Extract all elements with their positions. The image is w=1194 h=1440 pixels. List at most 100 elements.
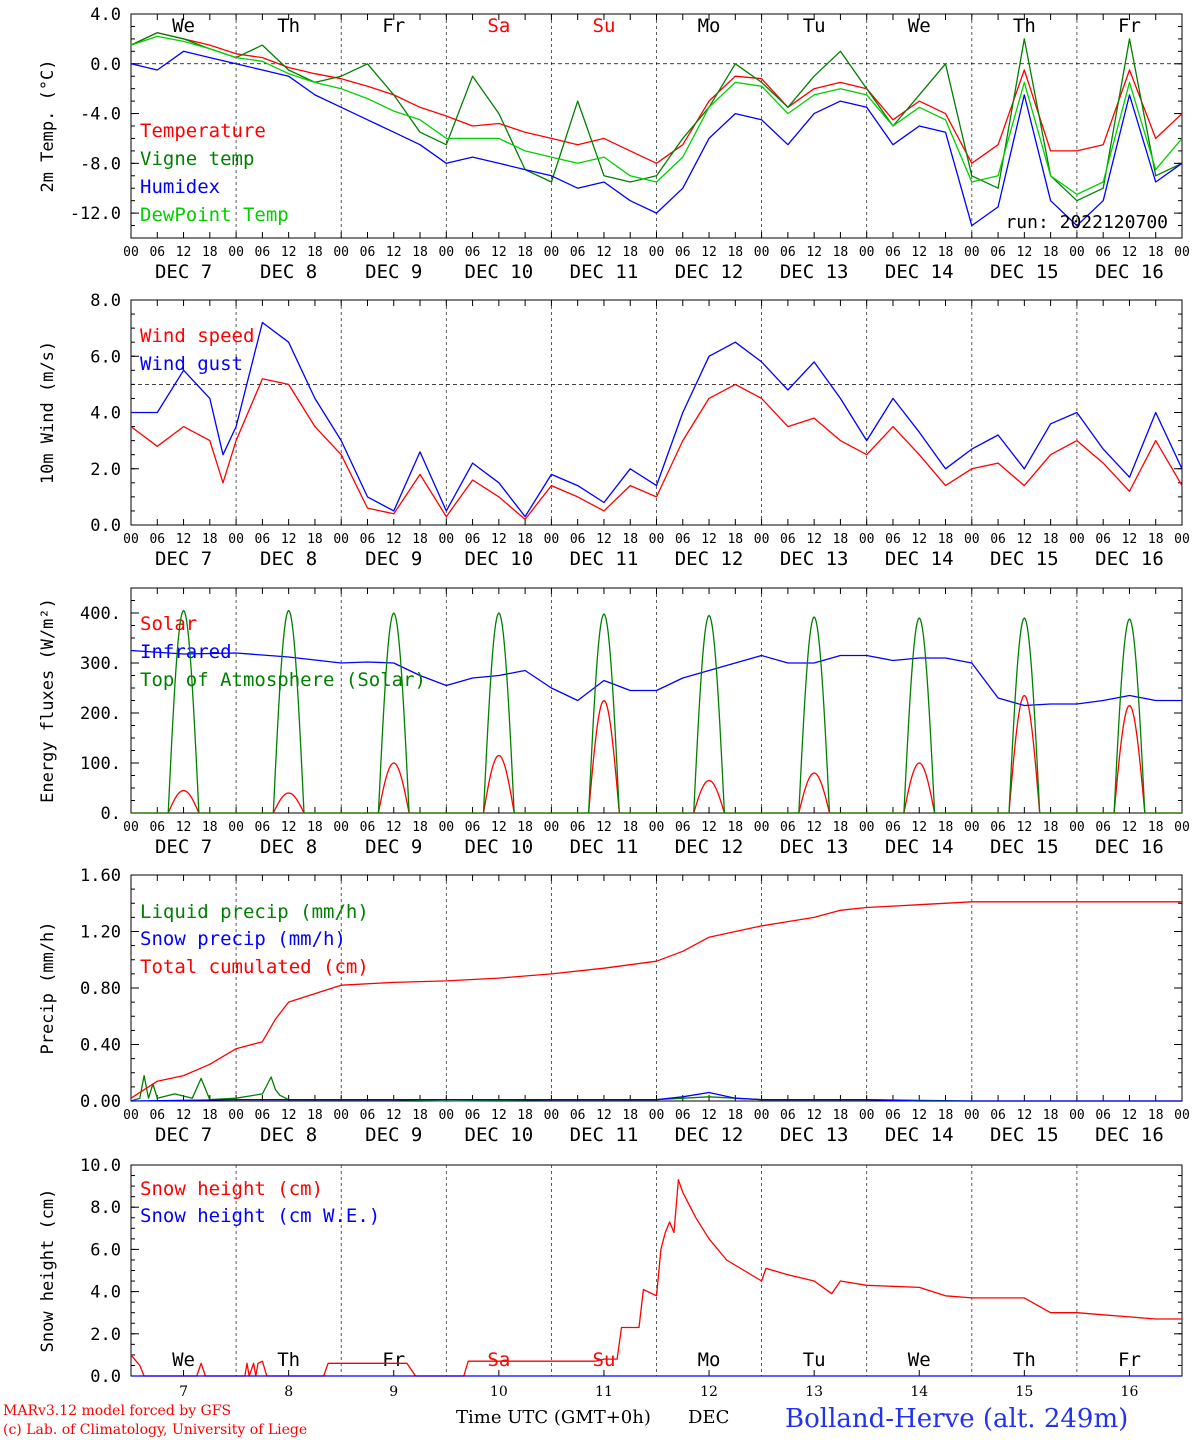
x-hour-label: 00	[754, 532, 770, 547]
x-day-number: 16	[1121, 1384, 1139, 1400]
x-hour-label: 00	[859, 1108, 875, 1123]
x-hour-label: 00	[228, 532, 244, 547]
x-hour-label: 00	[649, 532, 665, 547]
series-line-0	[131, 694, 1182, 814]
x-hour-label: 06	[149, 820, 165, 835]
y-tick-label: 4.0	[90, 5, 121, 25]
x-hour-label: 12	[386, 532, 402, 547]
x-hour-label: 12	[176, 532, 192, 547]
x-date-label: DEC 12	[675, 1124, 744, 1146]
x-hour-label: 00	[544, 245, 560, 260]
legend-entry: Humidex	[140, 176, 220, 198]
x-day-number: 8	[284, 1384, 293, 1400]
x-hour-label: 18	[1043, 245, 1059, 260]
y-tick-label: 100.	[80, 754, 121, 774]
panel-energy: 400. 300. 200. 100. 0. Energy fluxes (W/m²) 00…	[38, 587, 1190, 858]
x-hour-label: 00	[228, 245, 244, 260]
x-hour-label: 00	[754, 820, 770, 835]
x-hour-label: 00	[649, 1108, 665, 1123]
x-hour-label: 12	[806, 820, 822, 835]
x-hour-label: 18	[412, 245, 428, 260]
x-hour-label: 12	[386, 245, 402, 260]
x-date-label: DEC 15	[990, 836, 1059, 858]
series-line-3	[130, 35, 1183, 196]
x-hour-label: 18	[833, 820, 849, 835]
x-hour-label: 00	[544, 820, 560, 835]
legend-entry: DewPoint Temp	[140, 204, 289, 226]
x-hour-label: 06	[465, 820, 481, 835]
x-hour-label: 00	[1069, 532, 1085, 547]
x-date-label: DEC 11	[570, 1124, 639, 1146]
x-hour-label: 12	[596, 820, 612, 835]
x-date-label: DEC 16	[1095, 836, 1164, 858]
x-date-label: DEC 7	[155, 1124, 212, 1146]
x-date-label: DEC 16	[1095, 1124, 1164, 1146]
run-label: run: 2022120700	[1005, 212, 1168, 233]
x-hour-label: 18	[727, 1108, 743, 1123]
x-hour-label: 06	[990, 245, 1006, 260]
x-hour-label: 18	[833, 1108, 849, 1123]
y-tick-label: 2.0	[90, 1325, 121, 1345]
weekday-label: Mo	[698, 1349, 721, 1371]
x-hour-label: 12	[1017, 1108, 1033, 1123]
x-hour-label: 18	[622, 820, 638, 835]
weekday-label: We	[172, 15, 195, 37]
legend-entry: Snow height (cm)	[140, 1178, 323, 1200]
x-date-label: DEC 14	[885, 261, 954, 283]
x-hour-label: 18	[938, 532, 954, 547]
x-hour-label: 00	[859, 820, 875, 835]
x-hour-label: 06	[1095, 245, 1111, 260]
x-date-label: DEC 12	[675, 548, 744, 570]
x-hour-label: 12	[176, 1108, 192, 1123]
x-day-number: 13	[805, 1384, 823, 1400]
x-hour-label: 18	[833, 532, 849, 547]
y-tick-label: 8.0	[90, 291, 121, 311]
x-date-label: DEC 14	[885, 548, 954, 570]
x-hour-label: 12	[1017, 532, 1033, 547]
x-hour-label: 12	[701, 820, 717, 835]
panel-precip: 1.60 1.20 0.80 0.40 0.00 Precip (mm/h) 00 06 12 1…	[38, 866, 1190, 1146]
x-hour-label: 00	[228, 820, 244, 835]
legend-entry: Wind speed	[140, 325, 254, 347]
x-date-label: DEC 7	[155, 836, 212, 858]
x-date-label: DEC 7	[155, 261, 212, 283]
panel-temperature: 4.0 0.0 -4.0 -8.0 -12.0 2m Temp. (°C) 00 06 12 18…	[38, 5, 1190, 283]
y-axis-title: Energy fluxes (W/m²)	[38, 598, 58, 803]
x-hour-label: 00	[859, 245, 875, 260]
x-hour-label: 00	[1174, 820, 1190, 835]
x-date-label: DEC 8	[260, 261, 317, 283]
x-hour-label: 18	[202, 245, 218, 260]
x-hour-label: 00	[1174, 532, 1190, 547]
y-tick-label: 0.00	[80, 1092, 121, 1112]
x-hour-label: 06	[149, 1108, 165, 1123]
x-date-label: DEC 10	[465, 548, 534, 570]
x-hour-label: 00	[544, 1108, 560, 1123]
x-hour-label: 12	[701, 532, 717, 547]
x-hour-label: 18	[517, 820, 533, 835]
x-hour-label: 12	[281, 820, 297, 835]
x-hour-label: 00	[438, 245, 454, 260]
x-hour-label: 18	[202, 1108, 218, 1123]
x-date-label: DEC 11	[570, 836, 639, 858]
x-hour-label: 06	[1095, 1108, 1111, 1123]
x-hour-label: 12	[1122, 820, 1138, 835]
x-hour-label: 18	[1148, 1108, 1164, 1123]
x-date-label: DEC 13	[780, 1124, 849, 1146]
legend-entry: Top of Atmosphere (Solar)	[140, 669, 426, 691]
x-date-label: DEC 15	[990, 548, 1059, 570]
x-hour-label: 06	[570, 532, 586, 547]
x-hour-label: 12	[596, 245, 612, 260]
x-hour-label: 12	[911, 820, 927, 835]
x-hour-label: 18	[833, 245, 849, 260]
x-axis-month: DEC	[688, 1407, 729, 1428]
x-hour-label: 06	[675, 245, 691, 260]
x-hour-label: 18	[307, 245, 323, 260]
x-hour-label: 18	[1043, 532, 1059, 547]
series-line-1	[130, 1091, 1182, 1102]
legend-entry: Snow precip (mm/h)	[140, 928, 346, 950]
x-hour-label: 12	[701, 245, 717, 260]
x-hour-label: 00	[649, 820, 665, 835]
plot-frame	[130, 299, 1183, 526]
x-hour-label: 06	[675, 1108, 691, 1123]
y-tick-label: 300.	[80, 654, 121, 674]
